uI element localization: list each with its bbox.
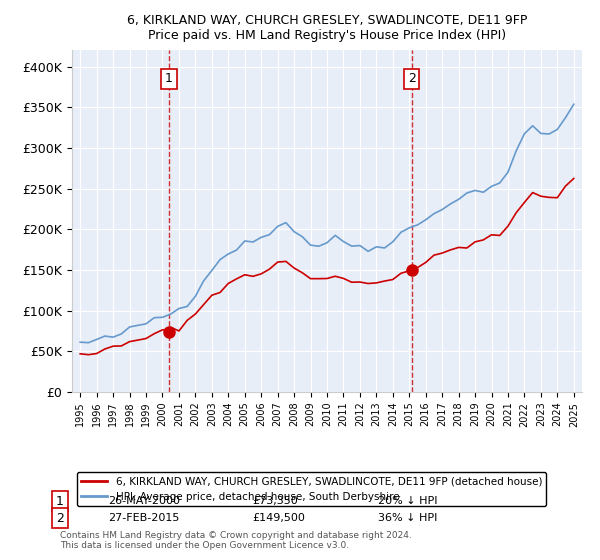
- Title: 6, KIRKLAND WAY, CHURCH GRESLEY, SWADLINCOTE, DE11 9FP
Price paid vs. HM Land Re: 6, KIRKLAND WAY, CHURCH GRESLEY, SWADLIN…: [127, 15, 527, 43]
- Legend: 6, KIRKLAND WAY, CHURCH GRESLEY, SWADLINCOTE, DE11 9FP (detached house), HPI: Av: 6, KIRKLAND WAY, CHURCH GRESLEY, SWADLIN…: [77, 473, 547, 506]
- Text: 1: 1: [165, 72, 173, 85]
- Text: 20% ↓ HPI: 20% ↓ HPI: [378, 496, 437, 506]
- Text: 26-MAY-2000: 26-MAY-2000: [108, 496, 180, 506]
- Text: 1: 1: [56, 494, 64, 508]
- Text: £73,350: £73,350: [252, 496, 298, 506]
- Text: 27-FEB-2015: 27-FEB-2015: [108, 513, 179, 523]
- Text: Contains HM Land Registry data © Crown copyright and database right 2024.
This d: Contains HM Land Registry data © Crown c…: [60, 530, 412, 550]
- Text: 36% ↓ HPI: 36% ↓ HPI: [378, 513, 437, 523]
- Text: 2: 2: [408, 72, 416, 85]
- Text: 2: 2: [56, 511, 64, 525]
- Text: £149,500: £149,500: [252, 513, 305, 523]
